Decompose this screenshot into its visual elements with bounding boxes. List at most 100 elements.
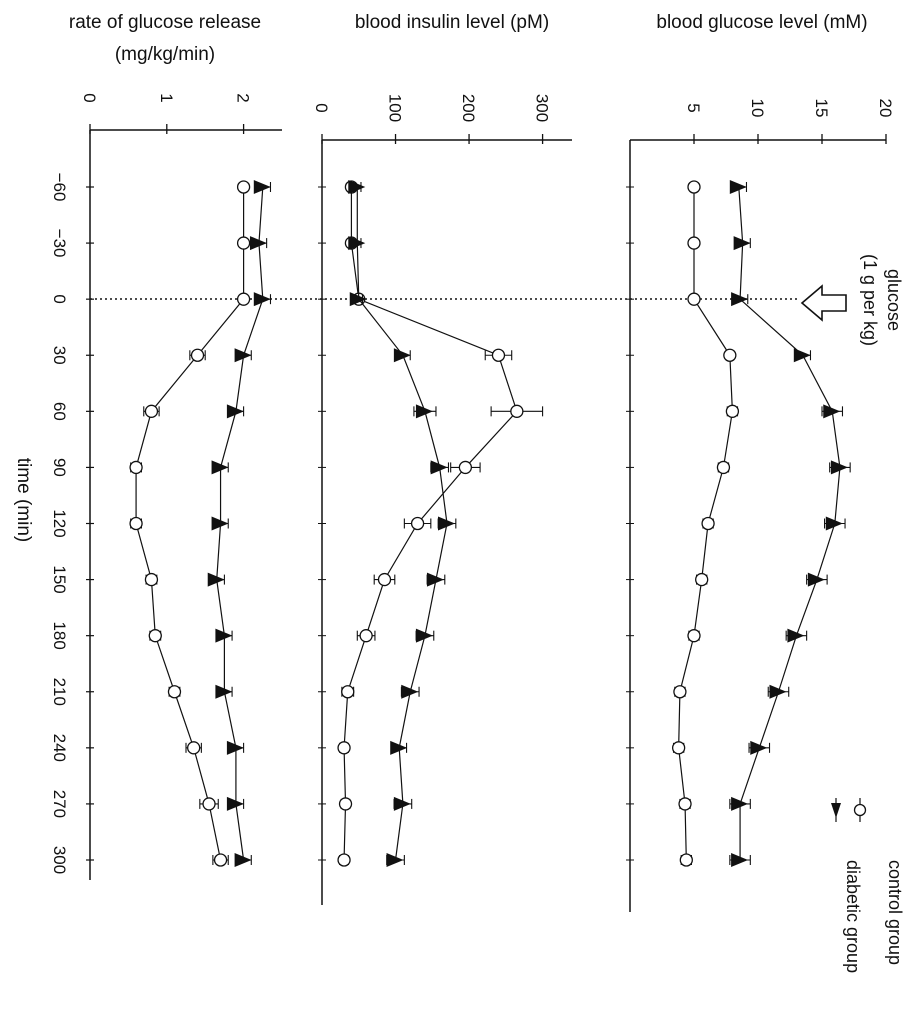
control-data-point bbox=[236, 292, 251, 306]
diabetic-data-point bbox=[793, 348, 811, 363]
diabetic-data-point bbox=[234, 348, 252, 363]
diabetic-data-point bbox=[769, 684, 787, 699]
legend-diabetic-label: diabetic group bbox=[843, 860, 863, 973]
control-data-point bbox=[359, 629, 373, 643]
diabetic-data-point bbox=[386, 853, 404, 867]
control-data-point bbox=[337, 853, 351, 867]
diabetic-series-line bbox=[356, 187, 448, 861]
legend-control-marker bbox=[853, 803, 867, 817]
diabetic-data-point bbox=[215, 684, 233, 699]
diabetic-data-point bbox=[438, 516, 455, 531]
panel-title-glucose: blood glucose level (mM) bbox=[656, 12, 867, 33]
diabetic-data-point bbox=[787, 628, 805, 643]
control-data-point bbox=[687, 180, 701, 194]
control-data-point bbox=[687, 292, 701, 306]
control-data-point bbox=[723, 348, 737, 362]
diabetic-data-point bbox=[207, 572, 225, 587]
control-data-point bbox=[144, 404, 159, 418]
diabetic-data-point bbox=[215, 628, 233, 643]
diabetic-data-point bbox=[226, 404, 244, 419]
time-tick-label: −60 bbox=[50, 173, 69, 202]
diabetic-data-point bbox=[348, 236, 366, 251]
control-data-point bbox=[701, 516, 715, 531]
value-tick-label-group: 300 bbox=[533, 94, 552, 122]
time-tick-label: 270 bbox=[50, 790, 69, 818]
control-data-point bbox=[144, 572, 159, 587]
value-tick-label: 0 bbox=[80, 93, 99, 102]
diabetic-data-point bbox=[733, 236, 751, 251]
diabetic-data-point bbox=[249, 236, 267, 251]
panel-title-insulin: blood insulin level (pM) bbox=[355, 12, 549, 33]
value-tick-label-group: 10 bbox=[748, 99, 767, 118]
legend: control group diabetic group bbox=[831, 798, 905, 973]
control-data-point bbox=[338, 797, 353, 811]
time-tick-label: 150 bbox=[50, 565, 69, 593]
time-tick-label: 90 bbox=[50, 458, 69, 477]
value-tick-label-group: 200 bbox=[459, 94, 478, 122]
time-tick-label: 300 bbox=[50, 846, 69, 874]
diabetic-data-point bbox=[393, 796, 411, 811]
diabetic-data-point bbox=[226, 740, 244, 755]
diabetic-data-point bbox=[226, 796, 244, 811]
diabetic-data-point bbox=[729, 180, 747, 194]
control-data-point bbox=[129, 460, 143, 475]
diabetic-data-point bbox=[401, 684, 419, 699]
time-tick-label-group: 210 bbox=[50, 678, 69, 706]
time-tick-label: 180 bbox=[50, 621, 69, 649]
time-tick-label-group: −30 bbox=[50, 229, 69, 258]
control-data-point bbox=[213, 853, 228, 867]
control-data-point bbox=[187, 741, 201, 755]
control-data-point bbox=[410, 516, 425, 531]
control-data-point bbox=[129, 516, 143, 531]
control-data-point bbox=[716, 460, 731, 475]
control-data-point bbox=[725, 404, 740, 418]
diabetic-data-point bbox=[426, 572, 444, 587]
control-data-point bbox=[458, 460, 473, 475]
time-tick-label-group: 300 bbox=[50, 846, 69, 874]
diabetic-data-point bbox=[234, 853, 252, 867]
control-data-point bbox=[687, 629, 701, 643]
value-tick-label: 300 bbox=[533, 94, 552, 122]
value-tick-label: 100 bbox=[386, 94, 405, 122]
value-tick-label: 5 bbox=[684, 103, 703, 112]
control-data-point bbox=[695, 572, 709, 587]
time-tick-label-group: 180 bbox=[50, 621, 69, 649]
diabetic-data-point bbox=[415, 404, 433, 419]
panel-title-glucose-release-line2: (mg/kg/min) bbox=[115, 44, 215, 65]
diabetic-data-point bbox=[390, 740, 408, 755]
control-data-point bbox=[491, 348, 506, 362]
time-tick-label: −30 bbox=[50, 229, 69, 258]
legend-control-label: control group bbox=[885, 860, 905, 965]
value-tick-label-group: 0 bbox=[80, 93, 99, 102]
time-tick-label-group: −60 bbox=[50, 173, 69, 202]
diabetic-data-point bbox=[253, 292, 271, 307]
diabetic-data-point bbox=[750, 740, 768, 755]
diabetic-data-point bbox=[211, 460, 229, 475]
panel-title-glucose-release-line1: rate of glucose release bbox=[69, 12, 261, 33]
time-tick-label-group: 270 bbox=[50, 790, 69, 818]
diabetic-data-point bbox=[830, 460, 848, 475]
control-data-point bbox=[673, 685, 687, 699]
time-axis-title: time (min) bbox=[13, 458, 34, 542]
control-data-point bbox=[202, 797, 216, 811]
control-data-point bbox=[167, 685, 182, 699]
diabetic-data-point bbox=[731, 292, 749, 307]
control-data-point bbox=[236, 236, 251, 250]
diabetic-data-point bbox=[731, 853, 749, 867]
diabetic-data-point bbox=[211, 516, 229, 531]
diabetic-data-point bbox=[731, 796, 749, 811]
value-tick-label-group: 1 bbox=[157, 93, 176, 102]
glucose-annotation-line1: glucose bbox=[884, 269, 904, 331]
diabetic-data-point bbox=[825, 516, 843, 531]
value-tick-label: 1 bbox=[157, 93, 176, 102]
value-tick-label: 200 bbox=[459, 94, 478, 122]
diabetic-data-point bbox=[807, 572, 825, 587]
time-tick-label-group: 240 bbox=[50, 734, 69, 762]
glucose-annotation-line2: (1 g per kg) bbox=[860, 254, 880, 346]
control-data-point bbox=[341, 685, 355, 699]
time-tick-label-group: 30 bbox=[50, 346, 69, 365]
control-data-point bbox=[671, 741, 686, 755]
value-tick-label: 0 bbox=[312, 103, 331, 112]
